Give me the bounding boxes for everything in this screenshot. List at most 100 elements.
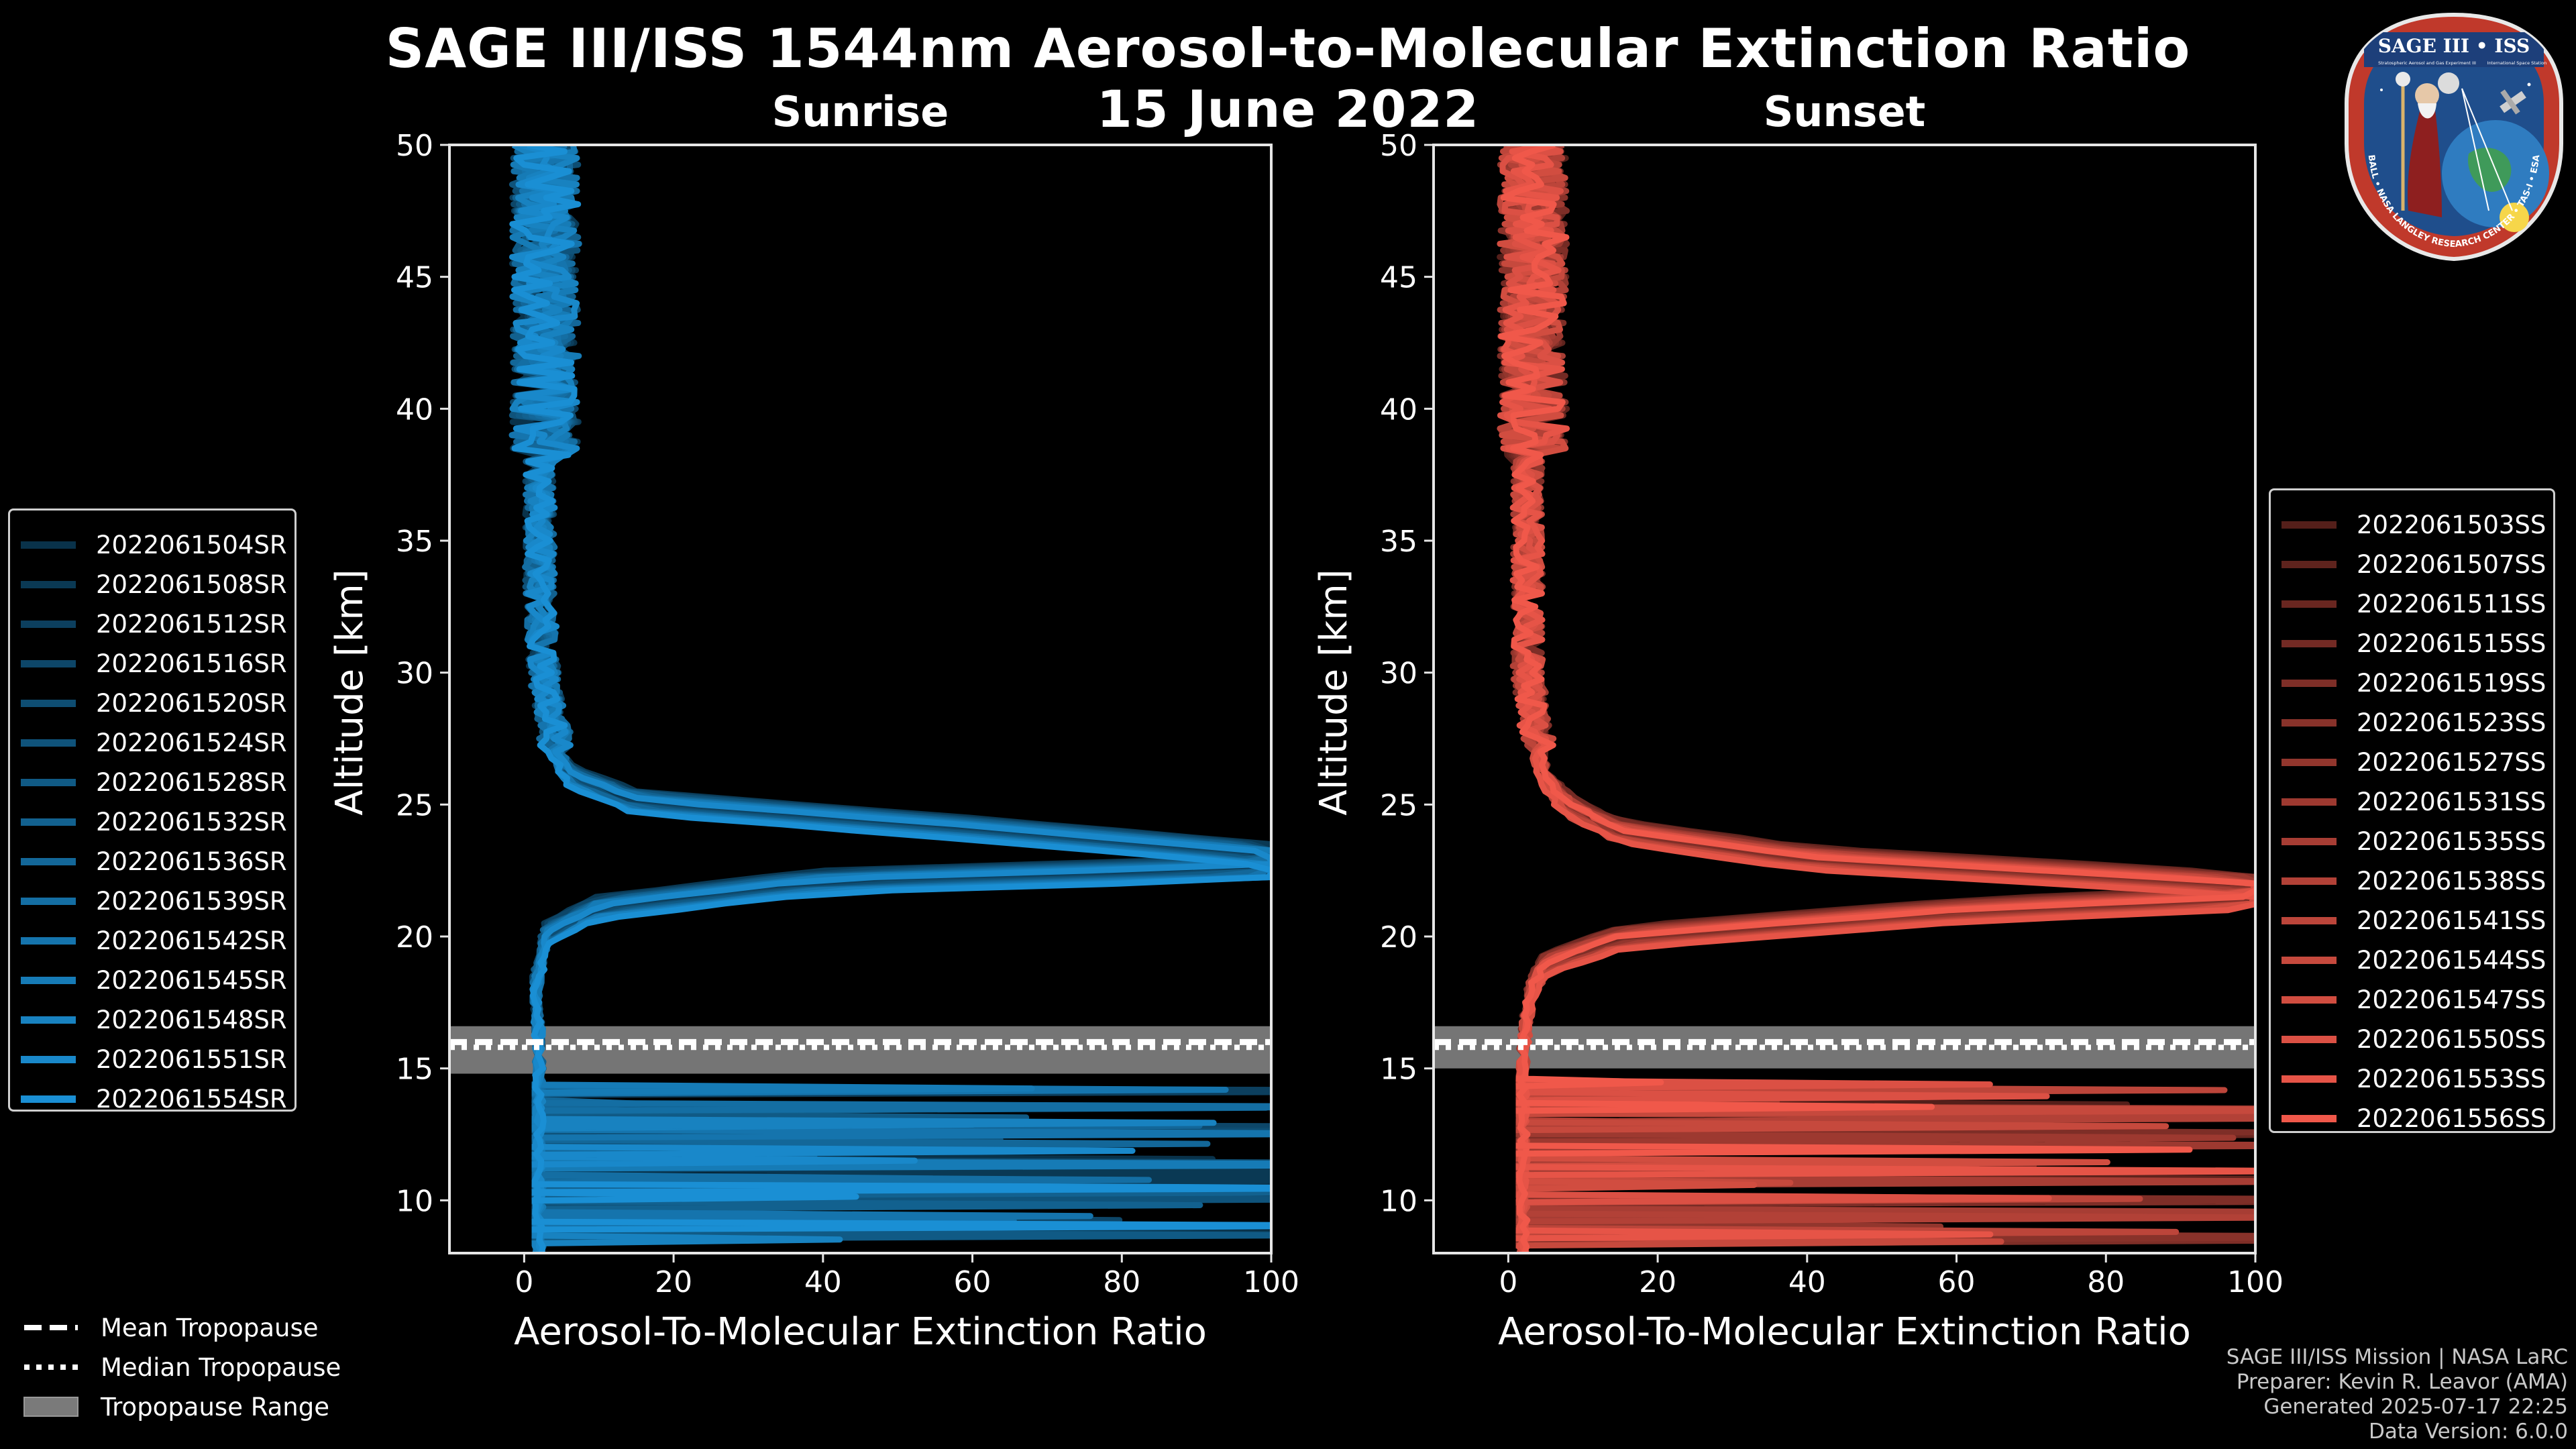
sunrise-legend-item: 2022061551SR — [10, 1040, 287, 1079]
tropopause-range-entry: Tropopause Range — [20, 1387, 329, 1426]
credit-version: Data Version: 6.0.0 — [2368, 1419, 2568, 1444]
sunrise-legend-swatch — [21, 897, 76, 905]
sunset-legend-item: 2022061515SS — [2271, 624, 2546, 663]
sunrise-legend-item: 2022061545SR — [10, 961, 287, 1000]
sunrise-legend-label: 2022061528SR — [96, 767, 287, 797]
sunrise-xtick-label: 0 — [515, 1265, 533, 1299]
sunset-plot: 10 15 20 25 30 35 40 45 50 0 20 40 60 80 100 Aerosol-To… — [1312, 129, 2284, 1354]
sunset-legend-swatch — [2282, 679, 2337, 687]
sunrise-plot: 10 15 20 25 30 35 40 45 50 0 20 40 60 80 100 Aerosol-To… — [328, 129, 1299, 1354]
sunset-legend-item: 2022061531SS — [2271, 782, 2546, 821]
sunrise-legend-swatch — [21, 936, 76, 945]
sunrise-legend-label: 2022061508SR — [96, 570, 287, 599]
sunrise-legend-swatch — [21, 620, 76, 628]
sunset-xaxis-label: Aerosol-To-Molecular Extinction Ratio — [1498, 1310, 2191, 1354]
sunrise-series-line — [509, 145, 1271, 1253]
sunset-legend-item: 2022061541SS — [2271, 901, 2546, 940]
sunset-axes-frame — [1432, 144, 2257, 1254]
sunrise-legend-label: 2022061532SR — [96, 807, 287, 837]
sunrise-series-line — [509, 145, 1271, 1253]
sunset-ytick-label: 45 — [1380, 261, 1417, 295]
mean-tropopause-label: Mean Tropopause — [101, 1313, 319, 1342]
figure-title: SAGE III/ISS 1544nm Aerosol-to-Molecular… — [385, 17, 2191, 80]
sun-icon — [2500, 203, 2529, 232]
sunrise-legend-label: 2022061536SR — [96, 847, 287, 876]
median-tropopause-label: Median Tropopause — [101, 1352, 341, 1382]
sunrise-panel-title: Sunrise — [771, 87, 949, 136]
median-tropopause-entry: Median Tropopause — [20, 1348, 341, 1387]
sunrise-xtick-label: 20 — [655, 1265, 692, 1299]
sunrise-ytick-label: 20 — [396, 920, 433, 955]
sunset-legend-label: 2022061531SS — [2357, 787, 2546, 816]
badge-title: SAGE III • ISS — [2378, 35, 2530, 57]
sunrise-ytick-label: 50 — [396, 129, 433, 163]
badge-station: International Space Station — [2487, 60, 2547, 66]
sunset-legend-label: 2022061519SS — [2357, 668, 2546, 698]
sunrise-legend-swatch — [21, 659, 76, 667]
star-icon — [2380, 89, 2383, 91]
mean-tropopause-entry: Mean Tropopause — [20, 1308, 319, 1347]
sunset-legend-item: 2022061538SS — [2271, 861, 2546, 900]
credit-generated: Generated 2025-07-17 22:25 — [2263, 1395, 2568, 1419]
sunrise-ytick-label: 45 — [396, 261, 433, 295]
sunset-xtick-label: 100 — [2227, 1265, 2284, 1299]
sunrise-legend-label: 2022061520SR — [96, 688, 287, 718]
sunset-legend-swatch — [2282, 798, 2337, 806]
sunset-legend-swatch — [2282, 837, 2337, 845]
sunrise-ytick-label: 35 — [396, 525, 433, 559]
sunrise-series-group — [449, 145, 1271, 1253]
sunrise-legend-item: 2022061539SR — [10, 881, 287, 920]
sunrise-legend-item: 2022061508SR — [10, 565, 287, 604]
sunset-legend-swatch — [2282, 521, 2337, 529]
sunrise-xtick-label: 40 — [804, 1265, 842, 1299]
sunrise-legend-item: 2022061524SR — [10, 723, 287, 762]
sunrise-legend-label: 2022061554SR — [96, 1084, 287, 1114]
sunset-legend-swatch — [2282, 877, 2337, 885]
sunset-legend-label: 2022061511SS — [2357, 589, 2546, 619]
sunset-legend-swatch — [2282, 718, 2337, 727]
sunrise-xtick-label: 80 — [1103, 1265, 1140, 1299]
sunrise-legend-swatch — [21, 580, 76, 588]
sunrise-legend-swatch — [21, 976, 76, 984]
sunset-legend-item: 2022061544SS — [2271, 941, 2546, 979]
sunrise-legend-item: 2022061528SR — [10, 763, 287, 802]
sunset-legend-item: 2022061519SS — [2271, 663, 2546, 702]
dashed-line-icon — [24, 1325, 78, 1330]
sunrise-legend-item: 2022061548SR — [10, 1000, 287, 1039]
staff-orb-icon — [2396, 72, 2410, 87]
sunset-legend-item: 2022061553SS — [2271, 1059, 2546, 1098]
figure-beard — [2418, 103, 2436, 119]
sunset-legend-swatch — [2282, 1075, 2337, 1083]
sunset-ytick-label: 30 — [1380, 657, 1417, 691]
sunrise-legend-item: 2022061516SR — [10, 644, 287, 683]
sunset-legend-label: 2022061556SS — [2357, 1104, 2546, 1133]
sunrise-legend-swatch — [21, 541, 76, 549]
figure-date: 15 June 2022 — [1096, 79, 1480, 139]
sunset-ytick-label: 50 — [1380, 129, 1417, 163]
sunset-xtick-label: 60 — [1938, 1265, 1976, 1299]
sunset-legend-label: 2022061553SS — [2357, 1064, 2546, 1093]
range-swatch-icon — [23, 1397, 78, 1417]
sunrise-legend-item: 2022061536SR — [10, 842, 287, 881]
sunset-legend-label: 2022061515SS — [2357, 629, 2546, 658]
sunset-legend-swatch — [2282, 916, 2337, 924]
sunset-legend-swatch — [2282, 758, 2337, 766]
credit-preparer: Preparer: Kevin R. Leavor (AMA) — [2236, 1370, 2568, 1394]
sunset-legend-label: 2022061541SS — [2357, 906, 2546, 935]
sunset-legend-swatch — [2282, 956, 2337, 964]
sunset-legend-label: 2022061535SS — [2357, 826, 2546, 856]
sunset-xtick-label: 0 — [1499, 1265, 1517, 1299]
figure-robe — [2408, 103, 2442, 217]
sunrise-legend-swatch — [21, 739, 76, 747]
tropopause-legend: Mean Tropopause Median Tropopause Tropop… — [20, 1308, 396, 1429]
sunset-legend-swatch — [2282, 560, 2337, 568]
star-icon — [2527, 83, 2531, 87]
sunset-legend-item: 2022061556SS — [2271, 1099, 2546, 1138]
sunset-series-line — [1498, 145, 2255, 1253]
sunset-legend-item: 2022061547SS — [2271, 980, 2546, 1019]
sunrise-legend-item: 2022061554SR — [10, 1079, 287, 1118]
sunrise-legend-swatch — [21, 1055, 76, 1063]
sunset-panel-title: Sunset — [1763, 87, 1926, 136]
sun-ray-line — [2461, 88, 2489, 211]
